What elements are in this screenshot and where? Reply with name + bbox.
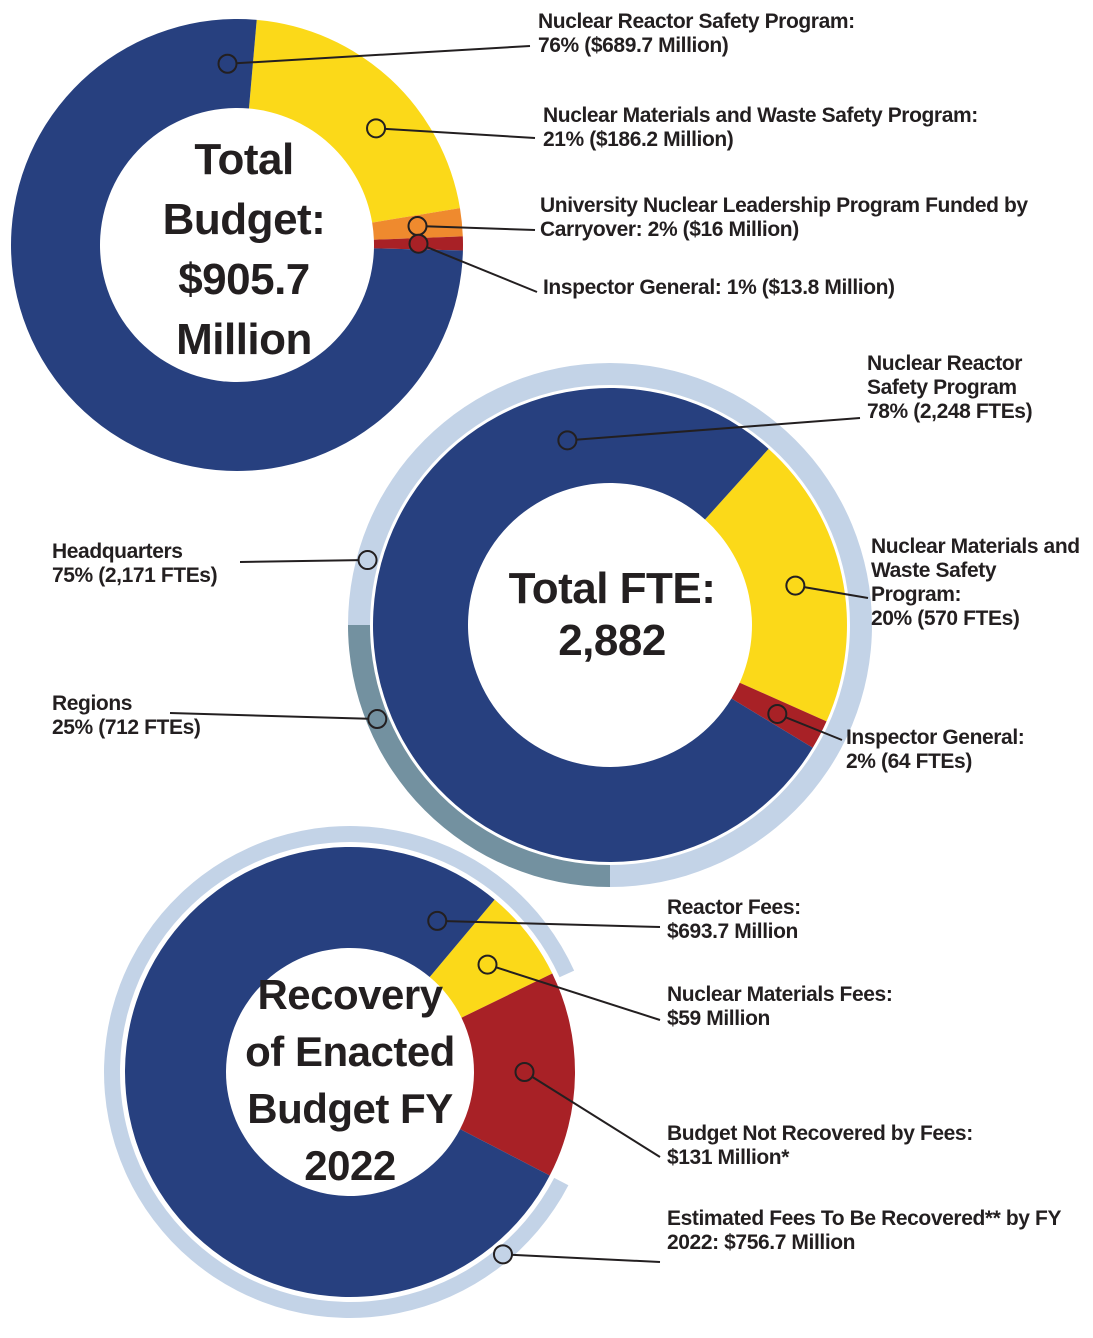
donut-segment [10, 19, 463, 471]
donut-segment [705, 448, 847, 722]
label-name: Reactor Fees: [667, 896, 801, 919]
ring-label: Headquarters 75% (2,171 FTEs) [52, 540, 272, 588]
donut-segment [125, 847, 550, 1298]
donut-segment [248, 19, 460, 223]
connector-line [418, 242, 538, 293]
label-name: Nuclear Reactor Safety Program [867, 352, 1023, 399]
label-value: 25% (712 FTEs) [52, 716, 201, 739]
connector-dot [217, 53, 238, 74]
label-value: 2% (64 FTEs) [846, 750, 972, 773]
segment-label: Inspector General: 1% ($13.8 Million) [543, 276, 1063, 300]
label-value: 2% ($16 Million) [647, 218, 800, 241]
connector-dot [408, 233, 429, 254]
connector-line [417, 225, 536, 231]
connector-dot [357, 550, 378, 571]
connector-line [239, 559, 368, 563]
label-name: Nuclear Materials Fees: [667, 983, 893, 1006]
label-name: Inspector General: [543, 276, 722, 299]
connector-dot [557, 430, 578, 451]
segment-label: Nuclear Materials and Waste Safety Progr… [543, 104, 983, 152]
segment-label: Inspector General: 2% (64 FTEs) [846, 726, 1086, 774]
label-name: University Nuclear Leadership Program Fu… [540, 194, 1028, 241]
segment-label: University Nuclear Leadership Program Fu… [540, 194, 1030, 242]
connector-line [567, 417, 861, 442]
segment-label: Reactor Fees: $693.7 Million [667, 896, 967, 944]
connector-dot [366, 118, 387, 139]
connector-dot [477, 954, 498, 975]
label-value: 76% ($689.7 Million) [538, 34, 729, 57]
chart-title: Recovery of Enacted Budget FY 2022 [245, 971, 455, 1189]
connector-line [375, 127, 536, 139]
label-value: $131 Million* [667, 1146, 790, 1169]
label-value: 20% (570 FTEs) [871, 607, 1020, 630]
donut-hole [100, 108, 374, 382]
label-value: 1% ($13.8 Million) [726, 276, 895, 299]
donut-segment [372, 388, 813, 862]
outer-ring-segment [348, 625, 610, 887]
donut-hole [226, 948, 474, 1196]
connector-dot [407, 216, 428, 237]
connector-dot [785, 575, 806, 596]
ring-label: Estimated Fees To Be Recovered** by FY 2… [667, 1207, 1067, 1255]
connector-dot [514, 1062, 535, 1082]
connector-line [795, 584, 869, 599]
chart-title: Total FTE: 2,882 [508, 564, 716, 665]
connector-line [776, 713, 843, 741]
segment-label: Nuclear Reactor Safety Program: 76% ($68… [538, 10, 958, 58]
connector-dot [492, 1244, 513, 1265]
donut-hole [468, 483, 752, 767]
label-name: Nuclear Materials and Waste Safety Progr… [871, 535, 1080, 606]
ring-label: Regions 25% (712 FTEs) [52, 692, 272, 740]
label-value: 75% (2,171 FTEs) [52, 564, 218, 587]
connector-line [487, 963, 661, 1021]
connector-line [169, 712, 378, 721]
label-value: $59 Million [667, 1007, 770, 1030]
segment-label: Nuclear Materials and Waste Safety Progr… [871, 535, 1086, 631]
label-value: 21% ($186.2 Million) [543, 128, 734, 151]
label-value: 78% (2,248 FTEs) [867, 400, 1033, 423]
segment-label: Budget Not Recovered by Fees: $131 Milli… [667, 1122, 1067, 1170]
label-name: Regions [52, 692, 133, 715]
connector-line [523, 1071, 661, 1158]
connector-dot [367, 709, 388, 730]
connector-dot [427, 910, 448, 931]
chart-title: Total Budget: $905.7 Million [162, 135, 326, 364]
connector-line [502, 1253, 661, 1263]
connector-line [227, 45, 531, 65]
segment-label: Nuclear Reactor Safety Program 78% (2,24… [867, 352, 1072, 424]
label-value: $756.7 Million [724, 1231, 856, 1254]
label-name: Budget Not Recovered by Fees: [667, 1122, 973, 1145]
label-name: Nuclear Reactor Safety Program: [538, 10, 855, 33]
connector-line [437, 919, 661, 928]
label-value: $693.7 Million [667, 920, 798, 943]
label-name: Estimated Fees To Be Recovered** by FY 2… [667, 1207, 1061, 1254]
label-name: Nuclear Materials and Waste Safety Progr… [543, 104, 978, 127]
label-name: Inspector General: [846, 726, 1025, 749]
label-name: Headquarters [52, 540, 183, 563]
segment-label: Nuclear Materials Fees: $59 Million [667, 983, 987, 1031]
connector-dot [767, 703, 788, 724]
